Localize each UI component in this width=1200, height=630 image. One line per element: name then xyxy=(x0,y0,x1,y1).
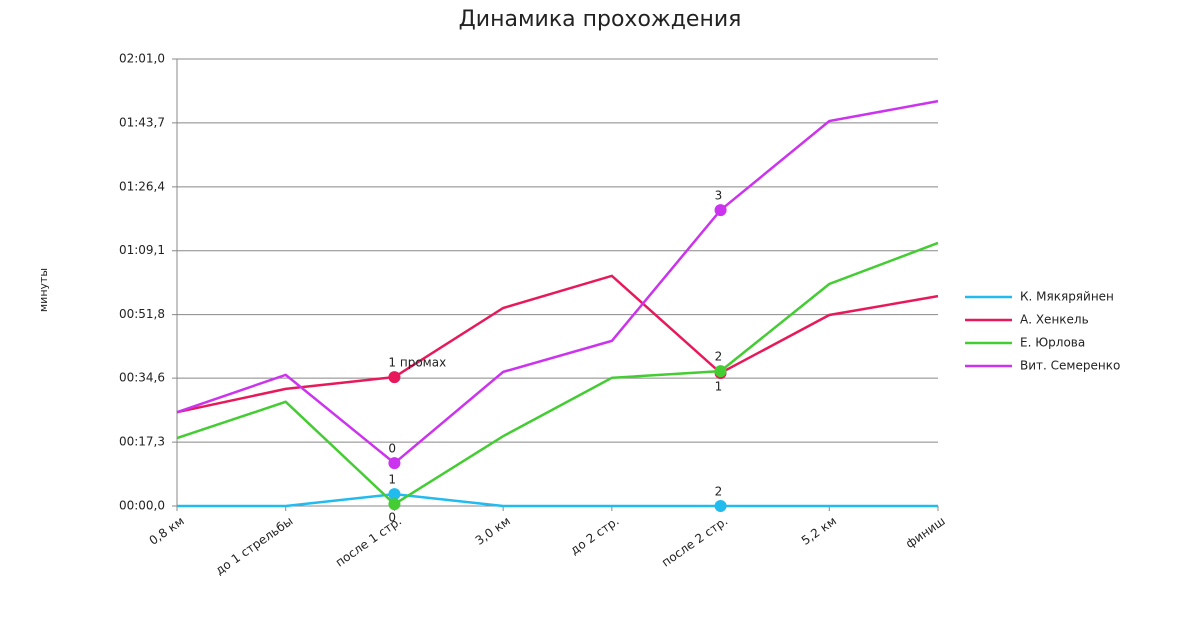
point-label: 0 xyxy=(388,442,396,456)
point-label: 2 xyxy=(715,485,723,499)
legend-label: Вит. Семеренко xyxy=(1020,359,1120,373)
point-marker xyxy=(388,488,401,501)
y-tick-label: 01:26,4 xyxy=(119,179,165,193)
point-label: 3 xyxy=(715,189,723,203)
x-tick-label: после 2 стр. xyxy=(659,514,730,570)
x-tick-label: 0,8 км xyxy=(147,514,187,548)
point-label: 1 промах xyxy=(388,356,446,370)
point-marker xyxy=(388,498,401,511)
chart-title: Динамика прохождения xyxy=(459,7,742,32)
point-marker xyxy=(714,204,727,217)
legend-label: А. Хенкель xyxy=(1020,313,1089,327)
series-line xyxy=(176,274,939,414)
y-tick-label: 01:09,1 xyxy=(119,243,165,257)
x-tick-label: финиш xyxy=(903,514,948,551)
y-tick-label: 00:17,3 xyxy=(119,435,165,449)
x-tick-label: до 1 стрельбы xyxy=(213,514,296,578)
point-label: 2 xyxy=(715,350,723,364)
series-line xyxy=(176,99,939,465)
y-tick-label: 00:34,6 xyxy=(119,371,165,385)
point-marker xyxy=(388,457,401,470)
x-tick-label: 3,0 км xyxy=(473,514,513,548)
legend-label: Е. Юрлова xyxy=(1020,336,1085,350)
series-line xyxy=(177,492,938,508)
point-label: 0 xyxy=(388,511,396,525)
y-tick-label: 00:00,0 xyxy=(119,499,165,513)
y-tick-label: 01:43,7 xyxy=(119,115,165,129)
point-marker xyxy=(714,500,727,512)
y-axis-label: минуты xyxy=(37,268,50,312)
x-tick-label: до 2 стр. xyxy=(568,514,622,558)
point-marker xyxy=(714,365,727,378)
series-line xyxy=(176,241,939,506)
legend-label: К. Мякяряйнен xyxy=(1020,290,1114,304)
y-tick-label: 00:51,8 xyxy=(119,307,165,321)
point-marker xyxy=(388,371,401,384)
x-tick-label: 5,2 км xyxy=(799,514,839,548)
y-tick-label: 02:01,0 xyxy=(119,52,165,66)
point-label: 1 xyxy=(388,473,396,487)
point-label: 1 xyxy=(715,380,723,394)
